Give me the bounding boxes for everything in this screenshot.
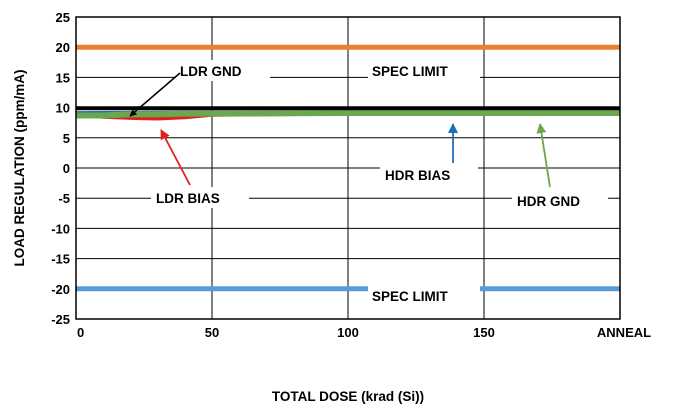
annotation-arrow-hdr-gnd [536, 123, 551, 188]
x-axis-title: TOTAL DOSE (krad (Si)) [272, 389, 424, 404]
y-tick-label: -10 [51, 221, 70, 236]
y-tick-label: -20 [51, 282, 70, 297]
y-tick-label: 25 [56, 10, 70, 25]
spec-limit-lines [76, 44, 620, 292]
y-tick-label: -5 [58, 191, 70, 206]
y-tick-label: 15 [56, 70, 70, 85]
series-layer [75, 106, 620, 121]
y-tick-label: 5 [63, 131, 70, 146]
annotation-bg [368, 60, 480, 81]
annotation-ldr-bias: LDR BIAS [156, 191, 220, 206]
y-tick-label: -25 [51, 312, 70, 327]
y-tick-label: 20 [56, 40, 70, 55]
y-tick-label: 0 [63, 161, 70, 176]
x-tick-label: 150 [473, 325, 495, 340]
plot-frame [75, 16, 621, 320]
annotation-bg [151, 187, 249, 208]
grid [75, 16, 621, 320]
annotation-bg [368, 285, 480, 306]
x-tick-label: 100 [337, 325, 359, 340]
annotations: LDR GND SPEC LIMIT LDR BIAS HDR BIAS HDR… [129, 60, 608, 306]
y-tick-label: -15 [51, 252, 70, 267]
x-tick-label: ANNEAL [597, 325, 651, 340]
x-tick-label: 0 [77, 325, 84, 340]
annotation-arrow-ldr-gnd [129, 72, 181, 117]
x-tick-labels: 0 50 100 150 ANNEAL [77, 325, 651, 340]
annotation-bg [512, 190, 608, 211]
annotation-bg [176, 60, 270, 81]
annotation-hdr-bias: HDR BIAS [385, 168, 450, 183]
y-tick-labels: 25 20 15 10 5 0 -5 -10 -15 -20 -25 [51, 10, 70, 327]
annotation-ldr-gnd: LDR GND [180, 64, 242, 79]
annotation-spec-limit-upper: SPEC LIMIT [372, 64, 449, 79]
annotation-hdr-gnd: HDR GND [517, 194, 580, 209]
y-axis-title: LOAD REGULATION (ppm/mA) [12, 70, 27, 267]
series-line-hdr-gnd [76, 110, 620, 119]
y-tick-label: 10 [56, 101, 70, 116]
annotation-spec-limit-lower: SPEC LIMIT [372, 289, 449, 304]
annotation-bg [380, 164, 478, 185]
annotation-arrow-ldr-bias [160, 129, 191, 186]
x-tick-label: 50 [205, 325, 219, 340]
